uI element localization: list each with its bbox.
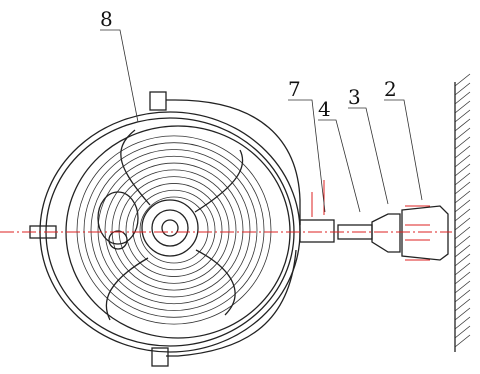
wall-hatch [455, 83, 470, 95]
wall-hatch [455, 137, 470, 149]
wall-hatch [455, 326, 470, 338]
guard-ring [84, 143, 264, 318]
wall-hatch [455, 74, 470, 86]
wall-hatch [455, 146, 470, 158]
wall-hatch [455, 245, 470, 257]
wall-hatch [455, 92, 470, 104]
wall-hatch [455, 263, 470, 275]
guard-ring [98, 156, 250, 303]
callout-label: 7 [288, 77, 301, 101]
wall-hatch [455, 227, 470, 239]
callout-label: 2 [384, 77, 397, 101]
mount-parts [300, 180, 448, 260]
wall-hatch [455, 218, 470, 230]
wall-hatch [455, 128, 470, 140]
guard-ring [91, 149, 257, 310]
wall-hatch [455, 317, 470, 329]
wall-hatch [455, 335, 470, 347]
wall-hatch [455, 290, 470, 302]
guard-ring [112, 170, 236, 290]
wall-hatch [455, 155, 470, 167]
wall-hatch [455, 119, 470, 131]
wall-hatch [455, 209, 470, 221]
callout-label: 4 [318, 97, 331, 121]
wall-hatch [455, 272, 470, 284]
wall-hatch [455, 254, 470, 266]
wall-hatch [455, 299, 470, 311]
wall-hatch [455, 173, 470, 185]
wall-hatch [455, 164, 470, 176]
wall-hatch [455, 236, 470, 248]
wall-hatch [455, 110, 470, 122]
wall-hatch [455, 182, 470, 194]
wall [455, 74, 470, 352]
fan [30, 92, 300, 366]
exploded-diagram: 8 7 4 3 2 [0, 0, 480, 374]
callout-label: 3 [348, 85, 361, 109]
guard-ring [133, 190, 215, 270]
callout-label: 8 [100, 7, 113, 31]
wall-hatch [455, 191, 470, 203]
wall-hatch [455, 101, 470, 113]
wall-hatch [455, 200, 470, 212]
wall-hatch [455, 308, 470, 320]
wall-hatch [455, 281, 470, 293]
